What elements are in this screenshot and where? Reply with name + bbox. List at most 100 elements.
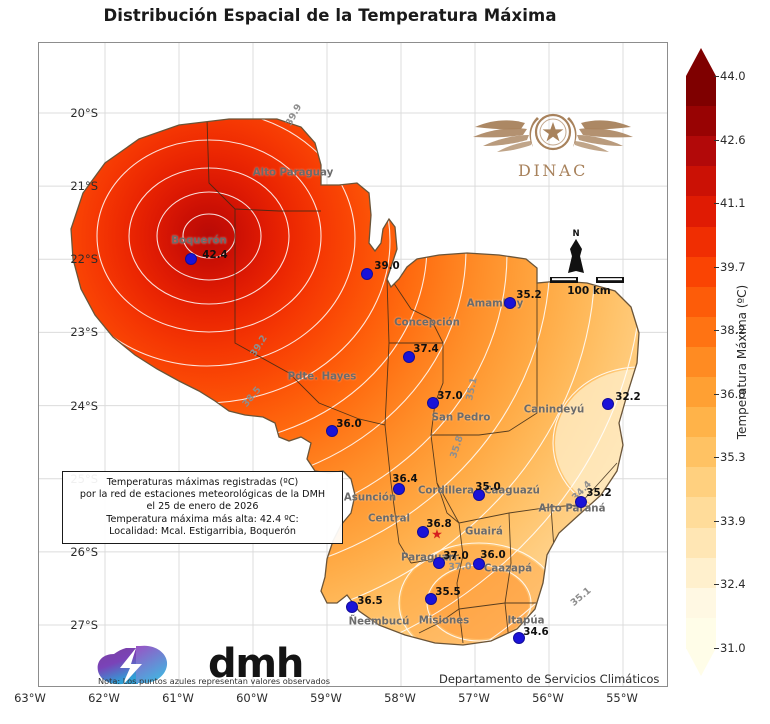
dinac-logo-text: DINAC: [518, 161, 588, 180]
info-line-1: Temperaturas máximas registradas (ºC): [106, 477, 299, 488]
colorbar-band: [686, 557, 716, 589]
latitude-tick-label: 27°S: [70, 618, 98, 632]
longitude-tick-label: 61°W: [162, 691, 194, 705]
info-line-4: Temperatura máxima más alta: 42.4 ºC:: [106, 513, 299, 525]
station-dot-icon: [504, 297, 516, 309]
footer-department: Departamento de Servicios Climáticos: [439, 672, 660, 686]
longitude-tick-label: 62°W: [88, 691, 120, 705]
footer-note: Nota: Los puntos azules representan valo…: [98, 676, 330, 686]
department-name-label: Boquerón: [171, 235, 227, 247]
station-dot-icon: [185, 253, 197, 265]
colorbar-tick-label: 42.6: [714, 132, 746, 147]
department-name-label: Guairá: [465, 526, 503, 538]
station-dot-icon: [602, 398, 614, 410]
station-dot-icon: [425, 593, 437, 605]
department-name-label: San Pedro: [431, 412, 491, 424]
north-arrow-icon: [568, 239, 584, 273]
station-value-label: 35.2: [586, 487, 612, 499]
colorbar-band: [686, 437, 716, 468]
colorbar-band: [686, 527, 716, 559]
map-axes: 39.9 39.2 38.5 35.1 35.8 34.4 35.1 37.0 Alto Pa…: [38, 42, 668, 687]
colorbar-tick-label: 33.9: [714, 513, 746, 528]
dinac-logo: DINAC: [463, 103, 643, 193]
colorbar-band: [686, 407, 716, 438]
department-name-label: Cordillera: [417, 485, 475, 497]
station-value-label: 32.2: [615, 391, 641, 403]
station-value-label: 39.0: [374, 260, 400, 272]
dmh-logo: dmh Dirección de Meteorología e Hidrolog…: [96, 640, 316, 686]
north-letter: N: [572, 229, 580, 239]
latitude-tick-label: 22°S: [70, 252, 98, 267]
colorbar-tick-label: 41.1: [714, 196, 746, 211]
department-name-label: Alto Paraguay: [252, 167, 334, 179]
colorbar-tick-label: 38.2: [714, 323, 746, 338]
colorbar-label: Temperatura Máxima (ºC): [735, 284, 749, 440]
station-value-label: 42.4: [202, 249, 228, 261]
longitude-tick-label: 56°W: [532, 691, 564, 705]
station-value-label: 35.0: [475, 481, 501, 493]
department-name-label: Amambay: [466, 298, 524, 310]
department-name-label: Caaguazú: [484, 485, 540, 497]
longitude-tick-label: 55°W: [606, 691, 638, 705]
colorbar-tick-label: 36.8: [714, 386, 746, 401]
longitude-tick-label: 60°W: [236, 691, 268, 705]
colorbar-band: [686, 377, 716, 408]
colorbar-band: [686, 286, 716, 318]
colorbar: 44.0 42.6 41.1 39.7 38.2 36.8 35.3 33.9 32.4 31.0: [686, 48, 746, 676]
latitude-tick-label: 23°S: [70, 325, 98, 340]
station-value-label: 36.4: [392, 473, 418, 485]
longitude-tick-label: 57°W: [458, 691, 490, 705]
longitude-tick-label: 58°W: [384, 691, 416, 705]
colorbar-tick-label: 35.3: [714, 450, 746, 465]
department-name-label: Central: [368, 513, 410, 525]
colorbar-band: [686, 136, 716, 167]
department-name-label: Pdte. Hayes: [287, 371, 357, 383]
department-name-label: Canindeyú: [523, 404, 585, 416]
station-dot-icon: [473, 558, 485, 570]
station-value-label: 36.0: [480, 549, 506, 561]
station-dot-icon: [346, 601, 358, 613]
station-value-label: 37.0: [443, 550, 469, 562]
colorbar-band: [686, 587, 716, 619]
colorbar-band: [686, 316, 716, 348]
station-dot-icon: [326, 425, 338, 437]
department-name-label: Concepción: [394, 317, 460, 329]
colorbar-extend-top: [686, 48, 716, 76]
dinac-wings-icon: [473, 113, 633, 152]
contour-value-label: 37.0: [448, 561, 472, 573]
station-value-label: 35.5: [435, 586, 461, 598]
station-dot-icon: [513, 632, 525, 644]
info-line-2: por la red de estaciones meteorológicas …: [79, 489, 326, 501]
capital-star-icon: ★: [431, 527, 443, 543]
longitude-tick-label: 63°W: [14, 691, 46, 705]
station-value-label: 35.2: [516, 289, 542, 301]
colorbar-band: [686, 467, 716, 499]
department-name-label: Caazapá: [483, 563, 533, 575]
station-value-label: 36.5: [357, 595, 383, 607]
department-name-label: Misiones: [418, 615, 470, 627]
colorbar-band: [686, 497, 716, 529]
info-line-5: Localidad: Mcal. Estigarribia, Boquerón: [109, 525, 296, 537]
latitude-tick-label: 21°S: [70, 179, 98, 194]
colorbar-band: [686, 106, 716, 137]
colorbar-tick-label: 31.0: [714, 641, 746, 655]
department-name-label: Paraguarí: [401, 552, 457, 564]
longitude-tick-label: 59°W: [310, 691, 342, 705]
station-dot-icon: [473, 489, 485, 501]
temperature-map: [39, 43, 667, 686]
station-dot-icon: [393, 483, 405, 495]
station-value-label: 34.6: [523, 626, 549, 638]
info-line-3: el 25 de enero de 2026: [146, 501, 259, 513]
dmh-cloud-icon: [97, 645, 168, 686]
station-dot-icon: [403, 351, 415, 363]
colorbar-tick-label: 44.0: [714, 69, 746, 83]
station-value-label: 37.0: [437, 390, 463, 402]
station-dot-icon: [417, 526, 429, 538]
colorbar-gradient: [686, 76, 716, 649]
department-name-label: Asunción: [343, 492, 397, 504]
station-dot-icon: [575, 496, 587, 508]
colorbar-band: [686, 226, 716, 258]
colorbar-band: [686, 166, 716, 198]
scale-bar-icon: [550, 277, 624, 283]
colorbar-tick-label: 32.4: [714, 577, 746, 592]
